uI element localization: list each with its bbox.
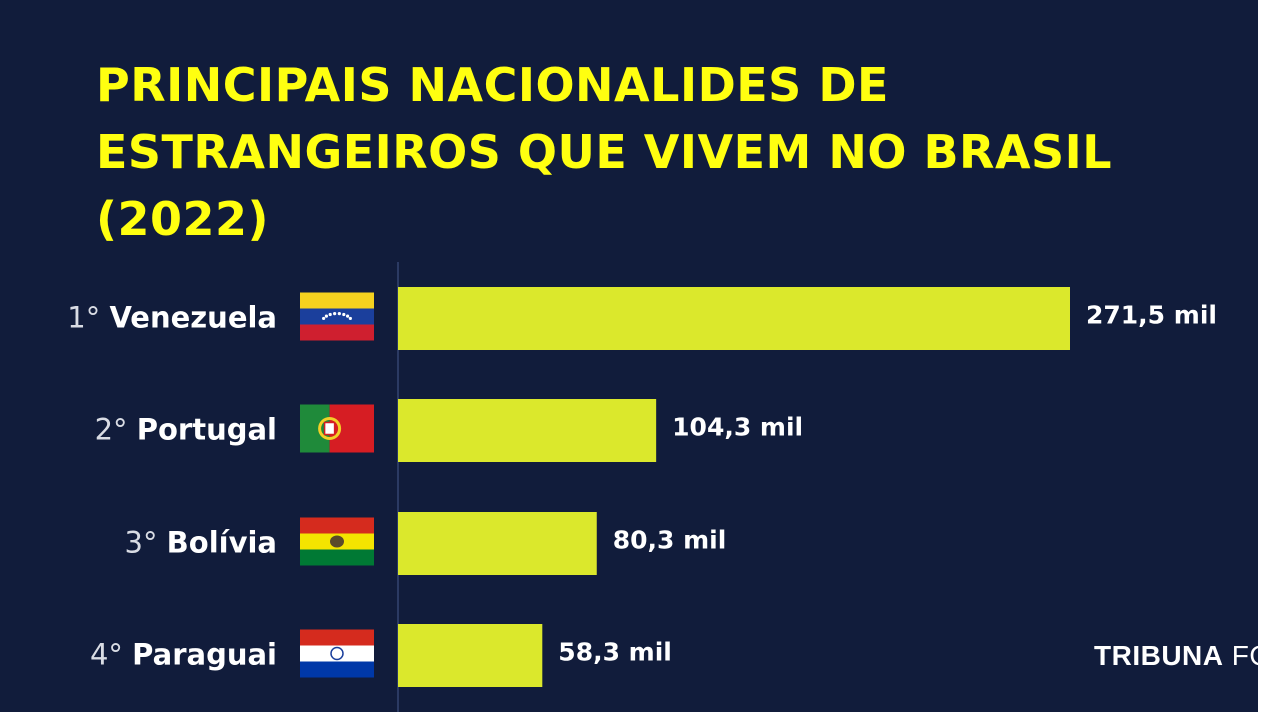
title-line-2: ESTRANGEIROS QUE VIVEM NO BRASIL: [96, 125, 1113, 179]
brand-name: TRIBUNA: [1094, 640, 1224, 671]
country-label: 1° Venezuela: [67, 301, 277, 335]
rank-label: 4°: [90, 638, 132, 672]
flag-field: [329, 404, 374, 453]
flag-emblem: [330, 535, 344, 548]
value-label: 271,5 mil: [1086, 301, 1217, 330]
bolivia-flag-icon: [300, 517, 374, 566]
flag-star: [337, 312, 341, 316]
title-line-1: PRINCIPAIS NACIONALIDES DE: [96, 58, 889, 112]
category-label: Venezuela: [109, 301, 277, 335]
rank-label: 2°: [95, 413, 137, 447]
flag-stripe: [300, 629, 374, 646]
value-label: 58,3 mil: [558, 638, 672, 667]
flag-seal: [330, 646, 344, 661]
flag-stripe: [300, 292, 374, 309]
category-label: Bolívia: [167, 526, 277, 560]
rank-label: 1°: [67, 301, 109, 335]
flag-stripe: [300, 517, 374, 534]
value-label: 80,3 mil: [613, 526, 727, 555]
flag-star: [348, 316, 352, 321]
bar-venezuela: [398, 287, 1070, 350]
title-line-3: (2022): [96, 192, 270, 244]
flag-star: [322, 316, 326, 321]
paraguay-flag-icon: [300, 629, 374, 678]
venezuela-flag-icon: [300, 292, 374, 341]
flag-star: [342, 312, 346, 317]
flag-stripe: [300, 549, 374, 566]
portugal-flag-icon: [300, 404, 374, 453]
flag-star: [324, 314, 328, 318]
country-label: 4° Paraguai: [90, 638, 277, 672]
flag-star: [328, 312, 332, 317]
country-label: 3° Bolívia: [125, 526, 278, 560]
category-label: Paraguai: [132, 638, 277, 672]
bar-paraguai: [398, 624, 543, 687]
category-label: Portugal: [137, 413, 277, 447]
flag-star: [333, 312, 337, 316]
brand-suffix: FOZ: [1231, 640, 1258, 671]
brand-logo: TRIBUNA FOZ: [1094, 640, 1258, 672]
value-label: 104,3 mil: [672, 413, 803, 442]
country-label: 2° Portugal: [95, 413, 277, 447]
bar-portugal: [398, 399, 657, 462]
flag-stripe: [300, 661, 374, 678]
flag-stripe: [300, 308, 374, 325]
flag-stripe: [300, 324, 374, 341]
chart-title: PRINCIPAIS NACIONALIDES DE ESTRANGEIROS …: [96, 52, 1216, 244]
flag-star: [346, 314, 350, 318]
bar-bolívia: [398, 512, 597, 575]
rank-label: 3°: [125, 526, 167, 560]
flag-sphere: [318, 417, 342, 440]
flag-shield: [323, 421, 336, 436]
